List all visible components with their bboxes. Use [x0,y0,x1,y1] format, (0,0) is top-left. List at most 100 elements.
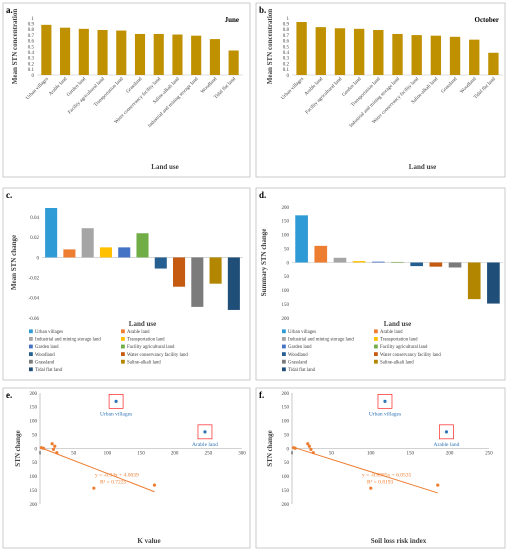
y-tick-label: 1 [287,17,290,22]
bar [60,27,71,75]
data-point [311,451,315,455]
legend-label: Saline-alkali land [127,360,161,365]
data-point [152,483,157,487]
legend-label: Woodland [35,353,55,358]
legend-swatch [374,329,378,334]
data-point [50,442,54,446]
trend-r-squared: R² = 0.7225 [100,479,127,485]
bar [173,257,186,287]
y-axis-title: Summary STN change [260,229,268,297]
x-axis-title: Land use [409,163,436,171]
y-tick-label: 0.6 [28,40,35,45]
data-point [306,442,310,446]
trendline [39,446,155,493]
trend-r-squared: R² = 0.8193 [367,479,394,485]
panel-letter: f. [259,390,264,400]
panel-d: 200 150 100 50 0 50 100 150 200 d. Summary STN cha… [255,187,506,381]
y-tick-label: 0 [35,447,38,452]
x-tick-label: 200 [171,452,179,457]
x-tick-label: 100 [104,452,112,457]
y-tick-label: 0.7 [283,34,290,39]
panel-letter: c. [6,190,12,200]
y-axis-title: Mean STN change [10,235,18,290]
y-tick-label: 50 [284,433,290,438]
legend-label: Grassland [288,360,308,365]
legend-label: Saline-alkali land [380,360,414,365]
bar [118,247,131,258]
legend-swatch [282,367,286,372]
y-tick-label: 150 [282,220,290,225]
highlight-box [377,394,393,409]
legend-swatch [121,337,125,341]
y-tick-label: 100 [282,420,290,425]
bar [153,33,164,75]
x-tick-label: 200 [446,452,454,457]
x-tick-label: 150 [137,452,145,457]
trend-equation: y = -0.8985x + 6.0535 [362,472,412,478]
x-axis-title: Land use [129,320,156,328]
bar [371,261,385,263]
y-tick-label: 0.1 [283,68,290,73]
bar [315,27,326,75]
point-annotation: Urban villages [369,411,401,417]
data-point-highlight [444,430,449,434]
x-tick-label: 150 [406,452,414,457]
legend-label: Water conservancy facility land [127,353,188,358]
y-tick-label: 0.3 [28,57,35,62]
legend-label: Woodland [288,353,308,358]
y-tick-label: 50 [284,461,290,466]
y-tick-label: 200 [282,317,290,322]
bar [352,261,366,263]
legend-label: Garden land [35,345,59,350]
bar [78,28,89,75]
bar [295,215,308,263]
x-tick-label: 100 [367,452,375,457]
highlight-box [439,424,454,440]
chart-subtitle: October [475,16,500,24]
y-tick-label: 0.7 [28,34,35,39]
y-tick-label: 0.9 [28,23,35,28]
x-tick-label: 250 [205,452,213,457]
bar [296,21,307,76]
y-tick-label: 0.9 [283,23,290,28]
panel-a: 00.10.20.30.40.50.60.70.80.91 Urban villa… [2,2,251,178]
bar [469,39,480,75]
bar [488,52,499,75]
y-tick-label: 100 [282,289,290,294]
panel-letter: d. [259,190,266,200]
panel-letter: a. [6,5,13,15]
legend-swatch [29,344,33,349]
y-tick-label: 150 [282,406,290,411]
legend-label: Industrial and mining storage land [288,338,354,343]
point-annotation: Arable land [192,442,218,448]
bar [134,33,146,75]
x-tick-label: 0 [39,452,42,457]
data-point-highlight [203,430,207,434]
bar [154,257,167,269]
legend-swatch [29,329,33,334]
y-tick-label: 0.2 [283,62,290,67]
legend-label: Water conservancy facility land [380,353,441,358]
data-point [53,444,57,448]
y-tick-label: 200 [282,206,290,211]
legend-swatch [282,352,286,356]
legend-label: Arable land [380,330,403,335]
y-tick-label: 0.6 [283,40,290,45]
y-tick-label: 50 [284,275,290,280]
panel-border [255,387,506,549]
x-axis-title: K value [137,537,160,545]
panel-border [255,187,506,381]
y-tick-label: 0.02 [30,236,39,241]
y-tick-label: 200 [30,503,38,508]
highlight-box [197,424,213,440]
legend-label: Transportation land [127,338,165,343]
bar [314,245,328,263]
data-point [92,486,96,490]
bar [172,34,183,75]
y-tick-label: 150 [30,406,38,411]
panel-border [2,387,251,549]
x-tick-label: Urban villages [26,77,50,101]
legend-label: Tidal flat land [288,368,316,373]
panel-border [255,2,506,178]
